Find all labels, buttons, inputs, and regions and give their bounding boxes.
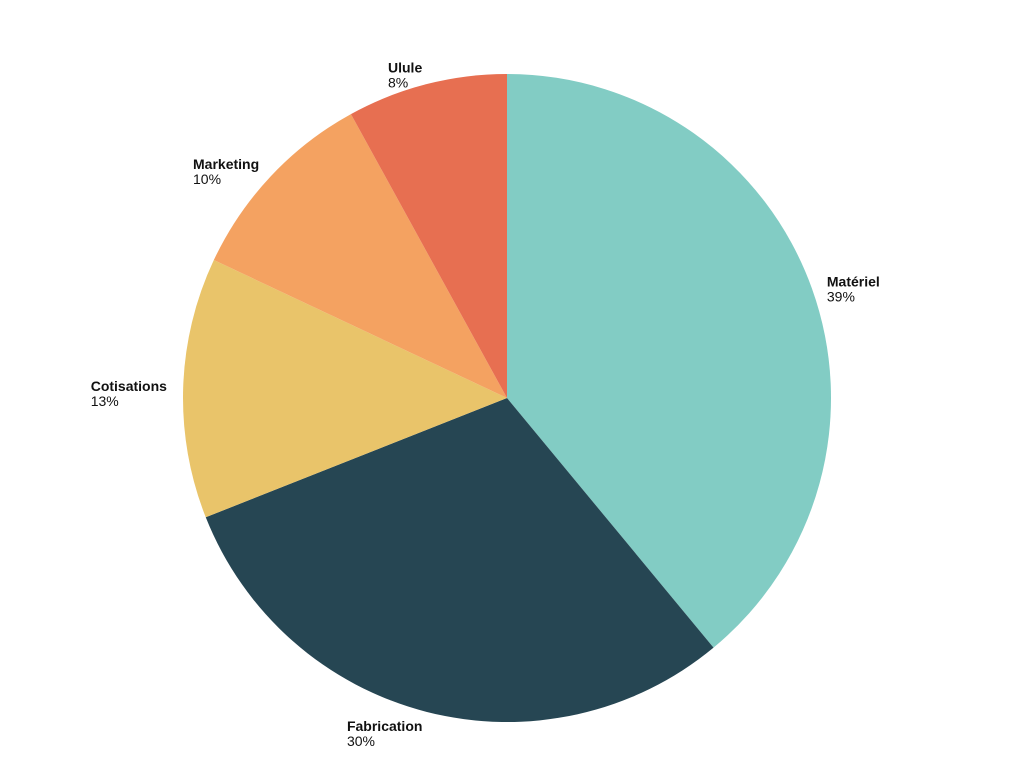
value-label: 30% [347, 733, 375, 749]
pie-slice [183, 260, 507, 518]
pie-slice [213, 114, 507, 399]
category-label: Matériel [827, 274, 880, 290]
value-label: 39% [827, 289, 855, 305]
value-label: 13% [91, 393, 119, 409]
category-label: Cotisations [91, 378, 167, 394]
pie-slice [507, 74, 831, 648]
pie-slice [205, 398, 714, 722]
pie-slice [350, 74, 507, 398]
value-label: 10% [193, 171, 221, 187]
value-label: 8% [388, 74, 408, 90]
category-label: Fabrication [347, 718, 422, 734]
category-label: Marketing [193, 156, 259, 172]
category-label: Ulule [388, 59, 422, 75]
